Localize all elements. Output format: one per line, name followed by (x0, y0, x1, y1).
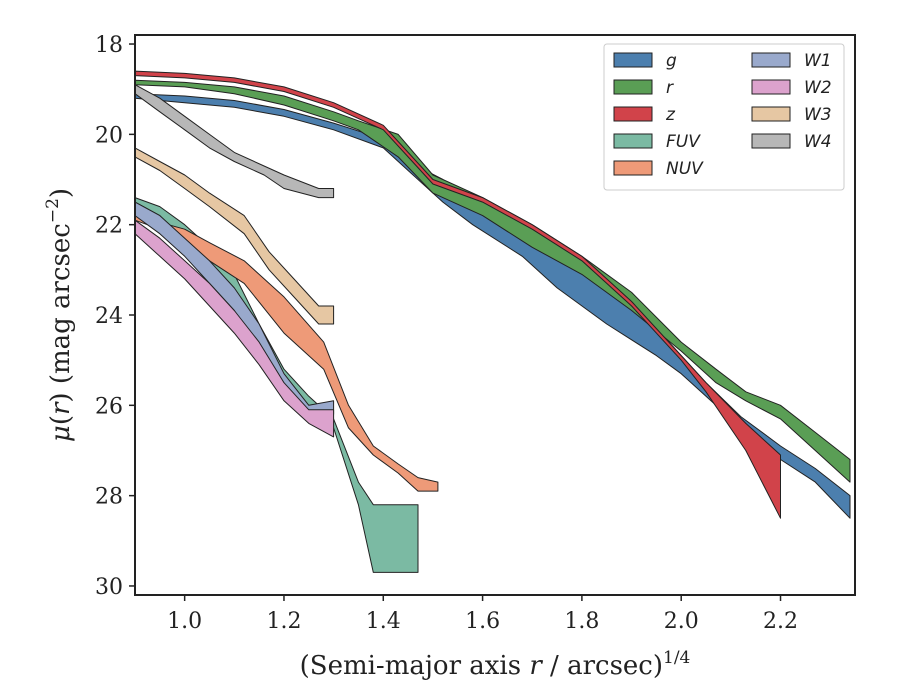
x-tick-label: 1.8 (564, 609, 599, 634)
legend-label-w2: W2 (804, 78, 832, 98)
y-tick-label: 30 (95, 575, 123, 600)
legend-swatch-fuv (613, 133, 653, 149)
y-tick-label: 18 (95, 33, 123, 58)
legend-swatch-w3 (751, 106, 791, 122)
x-tick-label: 1.2 (266, 609, 301, 634)
legend-swatch-z (613, 106, 653, 122)
band-w2 (134, 219, 335, 438)
x-axis-label: (Semi-major axis r / arcsec)1/4 (300, 648, 691, 681)
y-tick-label: 22 (95, 214, 123, 239)
legend-swatch-w2 (751, 79, 791, 95)
y-axis-label: μ(r) (mag arcsec−2) (43, 188, 76, 442)
y-axis-ticks: 18 20 22 24 26 28 30 (95, 33, 135, 600)
y-tick-label: 28 (95, 485, 123, 510)
legend-label-nuv: NUV (666, 159, 704, 179)
legend-swatch-g (613, 52, 653, 68)
legend-label-w4: W4 (804, 132, 832, 152)
band-r (134, 79, 851, 483)
legend-label-z: z (665, 105, 676, 125)
legend-swatch-w4 (751, 133, 791, 149)
y-tick-label: 24 (95, 304, 123, 329)
x-tick-label: 2.2 (763, 609, 798, 634)
bands-layer (134, 70, 851, 573)
x-tick-label: 1.6 (465, 609, 500, 634)
x-tick-label: 1.0 (167, 609, 202, 634)
x-tick-label: 2.0 (664, 609, 699, 634)
legend-label-r: r (666, 78, 674, 98)
legend-swatch-w1 (751, 52, 791, 68)
legend-label-g: g (666, 51, 677, 71)
x-tick-label: 1.4 (366, 609, 401, 634)
legend-label-w3: W3 (804, 105, 832, 125)
y-tick-label: 20 (95, 123, 123, 148)
legend-label-fuv: FUV (666, 132, 701, 152)
band-z (134, 70, 781, 519)
legend-swatch-r (613, 79, 653, 95)
legend: grz FUV NUV W1 W2 W3 W4 (603, 43, 845, 191)
legend-swatch-nuv (613, 160, 653, 176)
x-axis-ticks: 1.0 1.2 1.4 1.6 1.8 2.0 2.2 (167, 595, 798, 634)
legend-label-w1: W1 (804, 51, 832, 71)
band-w3 (134, 147, 335, 325)
band-w4 (134, 84, 335, 199)
y-tick-label: 26 (95, 394, 123, 419)
